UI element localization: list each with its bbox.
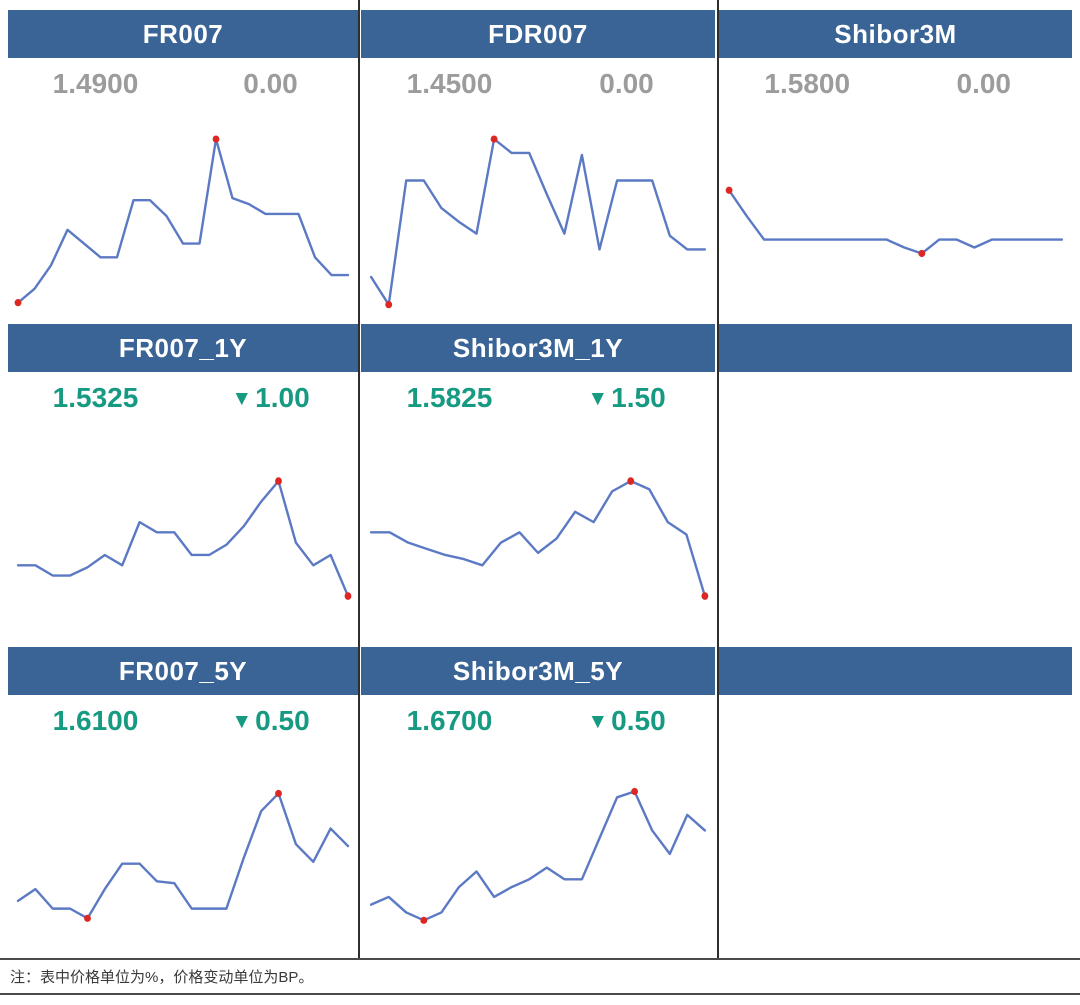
min-marker-dot	[918, 249, 926, 258]
panel-values: 1.4900 0.00	[8, 58, 358, 110]
panel-values: 1.5825 ▼ 1.50	[361, 372, 715, 424]
panel-value: 1.5325	[52, 382, 139, 413]
quote-board: FR007 1.4900 0.00 FDR007 1.4500 0.00	[8, 0, 1072, 958]
panel-header: Shibor3M	[719, 10, 1072, 58]
panel-change-value: 1.50	[611, 382, 666, 413]
column-divider-2	[717, 0, 719, 958]
sparkline-chart	[725, 186, 1072, 258]
max-marker-dot	[212, 135, 220, 143]
min-marker-dot	[701, 592, 709, 600]
max-marker-dot	[627, 477, 635, 485]
panel-value: 1.6100	[52, 705, 139, 736]
sparkline-path	[18, 139, 348, 303]
down-triangle-icon: ▼	[231, 387, 253, 410]
panel-change-value: 0.50	[255, 705, 310, 736]
panel-value: 1.4900	[52, 68, 139, 99]
sparkline-path	[371, 481, 705, 596]
panel-FR007_1Y: FR007_1Y 1.5325 ▼ 1.00	[8, 324, 358, 646]
sparkline-path	[18, 793, 348, 918]
panel-header: FR007_5Y	[8, 647, 358, 695]
down-triangle-icon: ▼	[587, 387, 609, 410]
panel-header: FR007	[8, 10, 358, 58]
panel-value: 1.6700	[406, 705, 493, 736]
sparkline-path	[371, 139, 705, 305]
panel-values: 1.6100 ▼ 0.50	[8, 695, 358, 747]
panel-value: 1.4500	[406, 68, 493, 99]
sparkline-chart	[361, 135, 715, 309]
panel-Shibor3M_1Y: Shibor3M_1Y 1.5825 ▼ 1.50	[361, 324, 715, 646]
panel-empty-r3c3	[719, 647, 1072, 958]
panel-value: 1.5800	[764, 68, 851, 99]
panel-title: FR007_1Y	[118, 332, 248, 363]
panel-change: ▼ 0.50	[538, 705, 715, 737]
panel-change: 0.00	[183, 68, 358, 100]
min-marker-dot	[84, 914, 91, 922]
panel-change-value: 0.00	[956, 68, 1012, 99]
min-marker-dot	[344, 592, 352, 600]
panel-header: Shibor3M_1Y	[361, 324, 715, 372]
sparkline-path	[729, 190, 1062, 253]
panel-values: 1.5800 0.00	[719, 58, 1072, 110]
panel-Shibor3M_5Y: Shibor3M_5Y 1.6700 ▼ 0.50	[361, 647, 715, 958]
panel-empty-r2c3	[719, 324, 1072, 646]
footnote-text: 注：表中价格单位为%，价格变动单位为BP。	[10, 969, 314, 986]
sparkline-chart	[361, 477, 709, 600]
panel-header: FR007_1Y	[8, 324, 358, 372]
panel-title: Shibor3M_1Y	[452, 332, 624, 363]
max-marker-dot	[490, 135, 498, 143]
panel-header	[719, 647, 1072, 695]
panel-FR007: FR007 1.4900 0.00	[8, 10, 358, 323]
sparkline-chart	[14, 135, 358, 307]
panel-title: FR007_5Y	[118, 655, 248, 686]
panel-header: Shibor3M_5Y	[361, 647, 715, 695]
panel-change: ▼ 1.50	[538, 382, 715, 414]
footnote: 注：表中价格单位为%，价格变动单位为BP。	[0, 958, 1080, 995]
max-marker-dot	[631, 787, 639, 796]
panel-title: Shibor3M_5Y	[452, 655, 624, 686]
panel-values: 1.5325 ▼ 1.00	[8, 372, 358, 424]
column-divider-1	[358, 0, 360, 958]
down-triangle-icon: ▼	[231, 710, 253, 733]
min-marker-dot	[14, 299, 22, 307]
panel-change: ▼ 0.50	[183, 705, 358, 737]
panel-change-value: 0.00	[243, 68, 298, 99]
panel-title: FR007	[142, 18, 224, 49]
panel-values: 1.6700 ▼ 0.50	[361, 695, 715, 747]
panel-header: FDR007	[361, 10, 715, 58]
panel-change: 0.00	[896, 68, 1073, 100]
panel-value: 1.5825	[406, 382, 493, 413]
panel-change-value: 0.00	[599, 68, 654, 99]
panel-change: ▼ 1.00	[183, 382, 358, 414]
sparkline-path	[371, 792, 705, 921]
min-marker-dot	[385, 301, 393, 309]
sparkline-chart	[8, 789, 358, 922]
panel-header	[719, 324, 1072, 372]
panel-title: FDR007	[488, 18, 588, 49]
min-marker-dot	[420, 916, 428, 924]
down-triangle-icon: ▼	[587, 710, 609, 733]
panel-Shibor3M: Shibor3M 1.5800 0.00	[719, 10, 1072, 323]
max-marker-dot	[275, 477, 282, 485]
sparkline-chart	[8, 477, 352, 600]
footnote-bottom-rule	[0, 993, 1080, 995]
panel-values: 1.4500 0.00	[361, 58, 715, 110]
panel-change-value: 0.50	[611, 705, 666, 736]
panel-FDR007: FDR007 1.4500 0.00	[361, 10, 715, 323]
footnote-top-rule	[0, 958, 1080, 960]
panel-change: 0.00	[538, 68, 715, 100]
sparkline-path	[18, 481, 348, 596]
sparkline-chart	[361, 787, 715, 924]
max-marker-dot	[725, 186, 733, 194]
max-marker-dot	[275, 789, 282, 798]
panel-change-value: 1.00	[255, 382, 310, 413]
panel-FR007_5Y: FR007_5Y 1.6100 ▼ 0.50	[8, 647, 358, 958]
panel-title: Shibor3M	[834, 18, 957, 49]
